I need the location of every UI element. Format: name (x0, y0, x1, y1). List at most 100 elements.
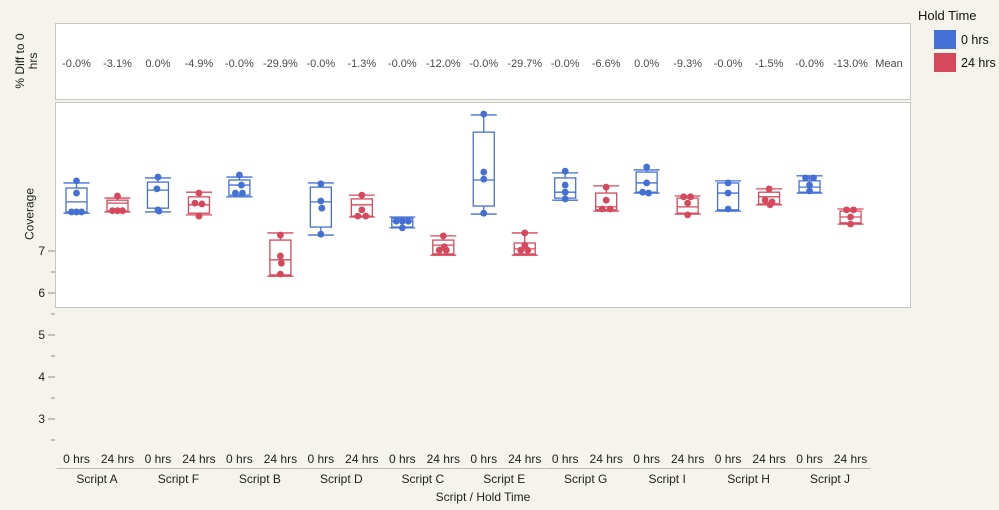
data-point[interactable] (317, 180, 325, 188)
data-point[interactable] (398, 224, 406, 232)
data-point[interactable] (850, 206, 857, 214)
data-point[interactable] (480, 168, 488, 176)
data-point[interactable] (198, 200, 206, 208)
data-point[interactable] (119, 207, 126, 215)
data-point[interactable] (810, 174, 817, 182)
data-point[interactable] (73, 177, 80, 185)
data-point[interactable] (317, 197, 325, 205)
box-script-g-24-hrs[interactable] (593, 183, 620, 213)
box-script-e-24-hrs[interactable] (511, 229, 538, 256)
box-script-j-0-hrs[interactable] (796, 174, 823, 195)
data-point[interactable] (239, 189, 246, 197)
data-point[interactable] (684, 211, 692, 219)
data-point[interactable] (602, 196, 610, 204)
data-point[interactable] (442, 246, 450, 254)
data-point[interactable] (153, 185, 161, 193)
data-point[interactable] (195, 212, 203, 220)
legend-item-24hrs[interactable]: 24 hrs (918, 53, 998, 72)
data-point[interactable] (561, 195, 569, 203)
data-point[interactable] (480, 175, 488, 183)
data-point[interactable] (435, 246, 443, 254)
box-script-c-0-hrs[interactable] (389, 216, 416, 232)
box-rect[interactable] (472, 131, 495, 207)
data-point[interactable] (480, 209, 488, 217)
legend-item-0hrs[interactable]: 0 hrs (918, 30, 998, 49)
data-point[interactable] (232, 189, 239, 197)
data-point[interactable] (847, 220, 854, 228)
data-point[interactable] (521, 241, 529, 249)
data-point[interactable] (598, 205, 606, 213)
box-script-d-24-hrs[interactable] (348, 191, 375, 220)
data-point[interactable] (114, 207, 121, 215)
data-point[interactable] (68, 208, 75, 216)
box-script-e-0-hrs[interactable] (470, 110, 497, 217)
box-script-h-24-hrs[interactable] (756, 185, 783, 209)
box-script-f-0-hrs[interactable] (144, 173, 171, 215)
data-point[interactable] (392, 217, 400, 225)
data-point[interactable] (317, 230, 325, 238)
data-point[interactable] (724, 205, 732, 213)
box-script-b-24-hrs[interactable] (267, 231, 294, 278)
box-script-a-24-hrs[interactable] (104, 192, 131, 215)
data-point[interactable] (318, 204, 326, 212)
data-point[interactable] (236, 171, 243, 179)
data-point[interactable] (277, 231, 284, 239)
box-script-i-0-hrs[interactable] (633, 163, 660, 197)
data-point[interactable] (843, 206, 850, 214)
box-script-i-24-hrs[interactable] (674, 193, 701, 219)
data-point[interactable] (404, 217, 412, 225)
data-point[interactable] (766, 201, 774, 209)
data-point[interactable] (277, 270, 284, 278)
box-script-b-0-hrs[interactable] (226, 171, 253, 198)
data-point[interactable] (114, 192, 121, 200)
box-rect[interactable] (432, 239, 455, 255)
data-point[interactable] (191, 199, 199, 207)
data-point[interactable] (73, 208, 80, 216)
data-point[interactable] (802, 174, 809, 182)
data-point[interactable] (806, 181, 813, 189)
data-point[interactable] (561, 188, 569, 196)
data-point[interactable] (358, 206, 366, 214)
data-point[interactable] (439, 232, 447, 240)
box-script-a-0-hrs[interactable] (63, 177, 90, 216)
data-point[interactable] (354, 212, 362, 220)
legend-swatch-0hrs-icon[interactable] (934, 30, 956, 49)
data-point[interactable] (561, 181, 569, 189)
data-point[interactable] (362, 212, 370, 220)
data-point[interactable] (645, 189, 653, 197)
data-point[interactable] (109, 207, 116, 215)
box-rect[interactable] (595, 192, 618, 211)
data-point[interactable] (398, 217, 406, 225)
box-script-d-0-hrs[interactable] (307, 180, 334, 238)
data-point[interactable] (238, 181, 245, 189)
legend-swatch-24hrs-icon[interactable] (934, 53, 956, 72)
data-point[interactable] (561, 167, 569, 175)
data-point[interactable] (806, 187, 813, 195)
data-point[interactable] (154, 173, 162, 181)
data-point[interactable] (480, 110, 488, 118)
data-point[interactable] (606, 205, 614, 213)
box-script-f-24-hrs[interactable] (185, 189, 212, 220)
data-point[interactable] (195, 189, 203, 197)
data-point[interactable] (847, 213, 854, 221)
data-point[interactable] (680, 193, 688, 201)
box-script-j-24-hrs[interactable] (837, 206, 864, 228)
data-point[interactable] (761, 196, 769, 204)
data-point[interactable] (724, 179, 732, 187)
data-point[interactable] (643, 163, 651, 171)
data-point[interactable] (687, 193, 695, 201)
data-point[interactable] (73, 189, 80, 197)
data-point[interactable] (358, 191, 366, 199)
data-point[interactable] (517, 246, 525, 254)
box-script-c-24-hrs[interactable] (430, 232, 457, 256)
box-script-h-0-hrs[interactable] (715, 179, 742, 213)
data-point[interactable] (724, 189, 732, 197)
data-point[interactable] (155, 207, 163, 215)
box-rect[interactable] (228, 179, 251, 196)
data-point[interactable] (684, 199, 692, 207)
data-point[interactable] (78, 208, 85, 216)
data-point[interactable] (524, 246, 532, 254)
box-rect[interactable] (350, 198, 374, 217)
data-point[interactable] (639, 188, 647, 196)
data-point[interactable] (278, 259, 285, 267)
